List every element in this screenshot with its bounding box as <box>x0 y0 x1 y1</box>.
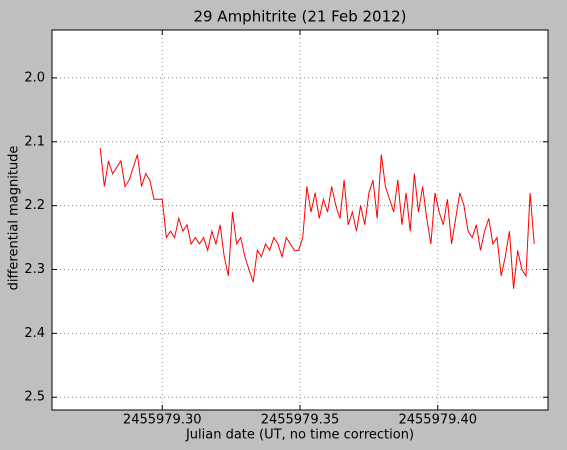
y-tick-label: 2.3 <box>24 262 45 277</box>
y-tick-label: 2.0 <box>24 70 45 85</box>
plot-frame <box>51 29 549 411</box>
y-tick-label: 2.5 <box>24 390 45 405</box>
y-tick-label: 2.1 <box>24 134 45 149</box>
x-axis-label: Julian date (UT, no time correction) <box>185 428 414 443</box>
data-line <box>99 148 535 289</box>
x-tick-label: 2455979.35 <box>261 413 340 428</box>
x-tick-label: 2455979.30 <box>123 413 202 428</box>
y-tick-label: 2.4 <box>24 326 45 341</box>
chart-title: 29 Amphitrite (21 Feb 2012) <box>193 8 406 26</box>
y-tick-label: 2.2 <box>24 198 45 213</box>
x-tick-label: 2455979.40 <box>398 413 477 428</box>
y-axis-label: differential magnitude <box>7 146 22 291</box>
